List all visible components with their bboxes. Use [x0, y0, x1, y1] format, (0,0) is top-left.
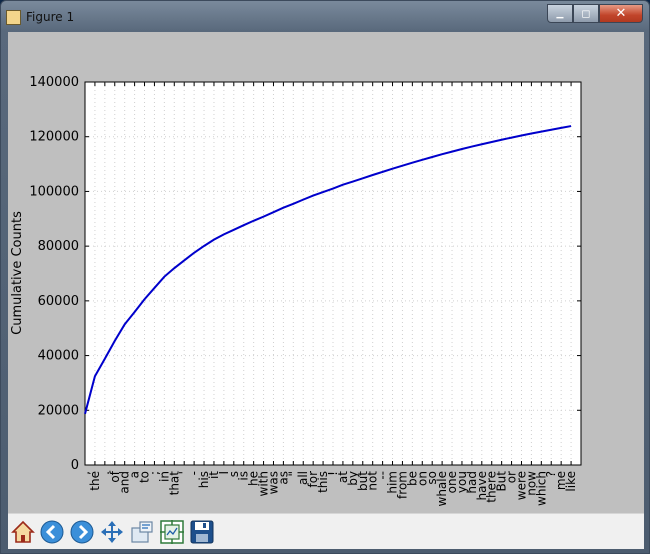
grid-lines — [85, 82, 581, 465]
x-tick-label: But — [495, 471, 509, 492]
y-tick-label: 120000 — [29, 130, 79, 145]
x-tick-label: like — [564, 471, 578, 492]
x-tick-label: as — [276, 471, 290, 485]
app-icon — [6, 10, 21, 25]
window-title: Figure 1 — [26, 10, 75, 24]
y-tick-label: 140000 — [29, 75, 79, 90]
x-tick-label: - — [187, 471, 201, 475]
x-tick-label: it — [207, 471, 221, 479]
x-tick-label: from — [395, 471, 409, 499]
navigation-toolbar — [8, 513, 644, 549]
x-tick-label: one — [445, 471, 459, 493]
x-tick-label: there — [485, 471, 499, 503]
x-tick-label: a — [128, 471, 142, 478]
subplots-button[interactable] — [159, 519, 185, 545]
y-tick-label: 0 — [71, 458, 79, 473]
x-tick-label: him — [386, 471, 400, 494]
window-controls: ▁ ◻ ✕ — [547, 4, 643, 24]
x-tick-label: in — [157, 471, 171, 482]
maximize-button[interactable]: ◻ — [573, 4, 599, 23]
floppy-disk-icon — [190, 520, 214, 544]
forward-button[interactable] — [69, 519, 95, 545]
maximize-icon: ◻ — [581, 7, 591, 20]
x-tick-label: is — [237, 471, 251, 481]
x-tick-label: be — [405, 471, 419, 486]
zoom-rect-icon — [131, 521, 153, 543]
x-tick-label: ' — [177, 471, 191, 474]
close-icon: ✕ — [615, 6, 627, 21]
minimize-icon: ▁ — [556, 8, 564, 19]
x-tick-label: so — [425, 471, 439, 485]
x-tick-label: . — [98, 471, 112, 475]
x-tick-label: all — [296, 471, 310, 485]
minimize-button[interactable]: ▁ — [547, 4, 573, 23]
x-tick-label: he — [247, 471, 261, 486]
x-tick-label: but — [356, 471, 370, 491]
x-tick-label: , — [78, 471, 92, 475]
pan-button[interactable] — [99, 519, 125, 545]
x-tick-label: now — [524, 471, 538, 496]
forward-arrow-icon — [70, 520, 94, 544]
home-button[interactable] — [10, 519, 36, 545]
series-layer — [84, 125, 572, 415]
y-tick-label: 100000 — [29, 184, 79, 199]
x-tick-label: you — [455, 471, 469, 493]
x-tick-label: for — [306, 471, 320, 488]
x-tick-label: by — [346, 471, 360, 486]
subplots-icon — [160, 520, 184, 544]
back-arrow-icon — [40, 520, 64, 544]
x-tick-label: s — [227, 471, 241, 477]
x-tick-label: with — [257, 471, 271, 496]
title-bar[interactable]: Figure 1 ▁ ◻ ✕ — [1, 1, 649, 33]
x-tick-label: were — [514, 471, 528, 500]
x-tick-label: of — [108, 470, 122, 482]
x-tick-label: I — [217, 471, 231, 475]
figure-canvas-area: 0 20000 40000 60000 80000 100000 120000 140000,… — [8, 32, 644, 549]
x-tick-label: the — [88, 471, 102, 491]
x-tick-label: at — [336, 471, 350, 483]
y-tick-label: 20000 — [38, 403, 79, 418]
x-tick-label: not — [366, 471, 380, 491]
x-tick-label: was — [266, 471, 280, 494]
x-tick-label: -- — [376, 471, 390, 480]
x-tick-label: have — [475, 471, 489, 500]
x-tick-label: ; — [147, 471, 161, 475]
x-tick-label: ! — [326, 471, 340, 476]
y-tick-label: 80000 — [38, 239, 79, 254]
y-axis-label: Cumulative Counts — [10, 211, 25, 335]
back-button[interactable] — [39, 519, 65, 545]
x-tick-label: which — [534, 471, 548, 506]
pan-cross-icon — [101, 521, 123, 543]
x-tick-label: or — [505, 471, 519, 483]
zoom-button[interactable] — [129, 519, 155, 545]
x-tick-label: that — [167, 471, 181, 496]
x-tick-label: " — [286, 471, 300, 477]
x-tick-label: on — [415, 471, 429, 486]
cumulative-counts-line — [84, 125, 572, 415]
save-button[interactable] — [189, 519, 215, 545]
y-tick-label: 60000 — [38, 294, 79, 309]
axis-ticks: 0 20000 40000 60000 80000 100000 120000 140000,… — [29, 75, 581, 507]
x-tick-label: his — [197, 471, 211, 488]
x-tick-label: ? — [544, 471, 558, 477]
x-tick-label: whale — [435, 471, 449, 507]
x-tick-label: me — [554, 471, 568, 490]
y-tick-label: 40000 — [38, 349, 79, 364]
close-button[interactable]: ✕ — [599, 4, 643, 23]
x-tick-label: had — [465, 471, 479, 494]
chart-canvas[interactable]: 0 20000 40000 60000 80000 100000 120000 140000,… — [8, 32, 644, 513]
home-icon — [11, 520, 35, 543]
x-tick-label: to — [138, 471, 152, 483]
x-tick-label: this — [316, 471, 330, 493]
x-tick-label: and — [118, 471, 132, 494]
